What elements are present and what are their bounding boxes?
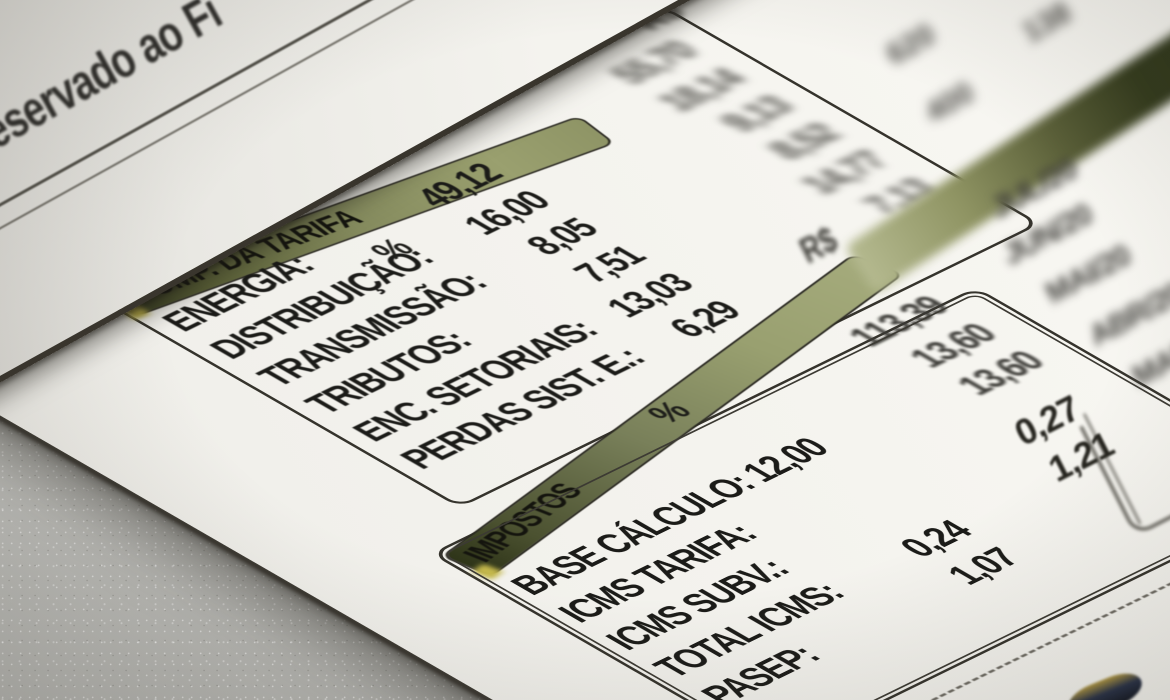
- row-pct: 12,00: [731, 431, 839, 488]
- row-label: PASEP:: [690, 639, 830, 700]
- row-label: ICMS SUBV.:: [595, 552, 799, 656]
- row-pct: 0,24: [889, 514, 982, 563]
- row-label: TOTAL ICMS:: [643, 576, 854, 684]
- row-pct: 1,07: [936, 541, 1029, 591]
- row-pct: [728, 485, 938, 592]
- row-label: ICMS TARIFA:: [548, 517, 767, 629]
- row-pct: [680, 457, 890, 564]
